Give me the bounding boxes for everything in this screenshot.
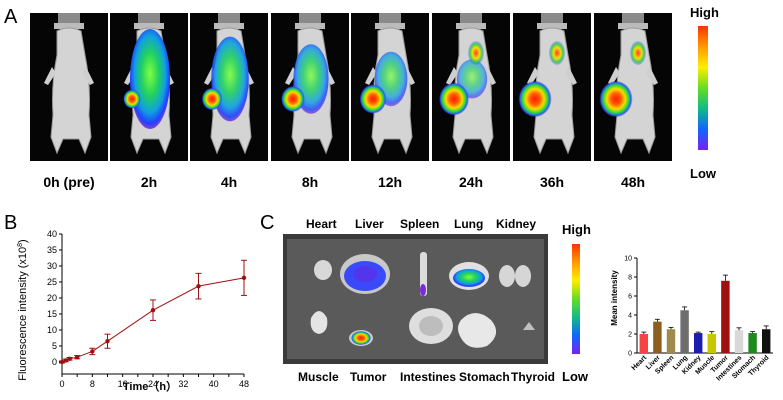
organ-label: Heart [306,217,337,231]
organ-image [287,239,544,359]
timepoint-label: 48h [620,174,646,190]
x-tick-label: 16 [118,379,128,389]
bar [761,329,771,353]
bar [721,280,730,353]
colorbar-c-high-label: High [562,222,591,237]
organ-kidney [499,265,515,287]
bar [639,334,649,353]
timepoint-label: 36h [539,174,565,190]
colorbar-a-low-label: Low [690,166,716,181]
data-point [150,307,156,313]
y-tick-label: 30 [47,261,57,271]
colorbar-a-high-label: High [690,5,719,20]
data-point [90,349,95,354]
x-tick-label: 32 [178,379,188,389]
fluorescence-line-chart: Fluorescence intensity (x108) Time（h） 0 5… [17,229,249,393]
y-axis-title: Fluorescence intensity (x108) [17,239,29,380]
mouse-image [351,13,429,161]
bar [653,321,662,353]
x-tick-label: 0 [59,379,64,389]
bar [693,333,703,353]
y-tick-label: 10 [624,256,632,263]
y-tick-label: 15 [47,309,57,319]
timepoint-label: 8h [301,174,319,190]
x-tick-label: 48 [239,379,249,389]
y-axis-title: Mean intensity [610,270,619,326]
timepoint-label: 12h [377,174,403,190]
y-tick-label: 25 [47,277,57,287]
y-tick-label: 40 [47,229,57,239]
y-tick-label: 2 [628,332,632,339]
y-tick-label: 5 [52,341,57,351]
organ-muscle [310,311,328,334]
x-tick-label: 40 [209,379,219,389]
organ-label: Tumor [350,370,387,384]
organ-stomach [458,313,497,348]
data-point [196,283,201,289]
mouse-image [513,13,591,161]
data-point [67,356,72,361]
bar [707,334,717,353]
y-tick-label: 4 [628,313,632,320]
organ-label: Kidney [496,217,537,231]
colorbar-c [572,244,580,354]
organ-label: Lung [454,217,484,231]
data-point [59,359,65,365]
timepoint-label: 4h [220,174,238,190]
colorbar-c-low-label: Low [562,369,588,384]
mouse-image [30,13,108,161]
organ-label: Liver [355,217,384,231]
y-tick-label: 8 [628,275,632,282]
organ-lung-signal [453,269,485,287]
data-point [241,275,247,281]
x-tick-label: 8 [90,379,95,389]
mouse-image [271,13,349,161]
organ-intensity-bar-chart: Mean intensity 0246810HeartLiverSpleenLu… [610,256,773,383]
mouse-image [190,13,268,161]
timepoint-label: 24h [458,174,484,190]
organ-tumor-signal [351,331,371,345]
timepoint-label: 0h (pre) [43,174,95,190]
mouse-image [432,13,510,161]
data-point [105,339,110,344]
y-tick-label: 6 [628,294,632,301]
y-tick-label: 20 [47,293,57,303]
y-tick-label: 0 [628,351,632,358]
bar [734,330,744,353]
panel-label-a: A [4,6,18,28]
y-tick-label: 35 [47,245,57,255]
organ-label: Muscle [298,370,339,384]
panel-label-c: C [260,212,275,234]
mouse-image [110,13,188,161]
bar [666,329,676,353]
bar [680,310,689,353]
mouse-image [594,13,672,161]
organ-label: Spleen [400,217,440,231]
x-tick-label: Heart [631,354,649,372]
data-point [63,358,68,363]
data-point [74,355,80,360]
panel-label-b: B [4,212,18,234]
organ-thyroid [523,322,535,330]
organ-label: Thyroid [511,370,555,384]
colorbar-a [698,26,708,150]
organ-label: Stomach [459,370,510,384]
x-tick-label: 24 [148,379,158,389]
bar [748,333,757,353]
organ-heart [314,260,332,280]
timepoint-label: 2h [140,174,158,190]
y-tick-label: 0 [52,357,57,367]
organ-label: Intestines [400,370,457,384]
y-tick-label: 10 [47,325,57,335]
x-axis-title: Time（h） [123,380,177,393]
